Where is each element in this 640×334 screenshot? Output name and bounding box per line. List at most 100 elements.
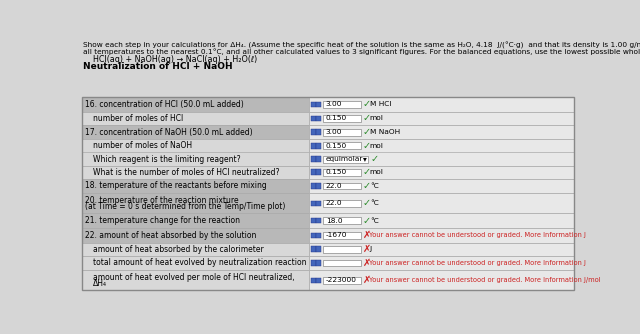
Text: equimolar: equimolar [326,156,363,162]
Bar [316,183,321,189]
Bar [323,246,360,253]
Text: ✓: ✓ [363,167,371,177]
Text: total amount of heat evolved by neutralization reaction: total amount of heat evolved by neutrali… [93,259,307,268]
Text: ✗: ✗ [363,244,371,254]
Bar [308,242,575,256]
Text: -1670: -1670 [326,232,347,238]
Text: number of moles of NaOH: number of moles of NaOH [93,142,192,150]
Bar [316,156,321,162]
Text: 0.150: 0.150 [326,115,347,121]
Text: (at Time = 0 s determined from the Temp/Time plot): (at Time = 0 s determined from the Temp/… [85,202,286,211]
Text: 3.00: 3.00 [326,129,342,135]
Bar [323,156,368,163]
Text: amount of heat evolved per mole of HCl neutralized,: amount of heat evolved per mole of HCl n… [93,273,295,282]
Text: ✓: ✓ [363,127,371,137]
Bar [311,169,316,175]
Bar [311,129,316,135]
Bar [83,213,308,228]
Text: ✓: ✓ [363,141,371,151]
Bar [323,115,360,122]
Bar [83,139,308,153]
Text: M NaOH: M NaOH [370,129,400,135]
Bar [83,256,308,270]
Text: 22. amount of heat absorbed by the solution: 22. amount of heat absorbed by the solut… [85,231,257,240]
Bar [311,218,316,223]
Bar [308,228,575,242]
Bar [323,101,360,108]
Bar [323,260,360,267]
Text: mol: mol [370,169,384,175]
Bar [311,116,316,121]
Bar [311,102,316,107]
Text: 22.0: 22.0 [326,200,342,206]
Bar [316,246,321,252]
Bar [311,156,316,162]
Bar [83,97,308,112]
Bar [308,213,575,228]
Text: -223000: -223000 [326,277,356,283]
Bar [83,270,308,290]
Bar [316,143,321,149]
Text: Show each step in your calculations for ΔH₄. (Assume the specific heat of the so: Show each step in your calculations for … [83,42,640,49]
Text: What is the number of moles of HCl neutralized?: What is the number of moles of HCl neutr… [93,168,280,177]
Bar [311,278,316,283]
Bar [316,169,321,175]
Bar [323,232,360,239]
Bar [323,169,360,176]
Bar [311,201,316,206]
Text: 18. temperature of the reactants before mixing: 18. temperature of the reactants before … [85,181,267,190]
Bar [308,256,575,270]
Bar [308,112,575,125]
Text: 20. temperature of the reaction mixture: 20. temperature of the reaction mixture [85,196,239,205]
Text: 17. concentration of NaOH (50.0 mL added): 17. concentration of NaOH (50.0 mL added… [85,128,253,137]
Text: 16. concentration of HCl (50.0 mL added): 16. concentration of HCl (50.0 mL added) [85,100,244,109]
Text: Which reagent is the limiting reagent?: Which reagent is the limiting reagent? [93,155,241,164]
Bar [308,153,575,166]
Bar [83,125,308,139]
Bar [316,116,321,121]
Text: J: J [369,246,371,252]
Text: Your answer cannot be understood or graded. More Information J: Your answer cannot be understood or grad… [369,260,586,266]
Bar [83,228,308,242]
Bar [83,179,308,193]
Text: ▾: ▾ [363,155,367,164]
Text: ΔH₄: ΔH₄ [93,279,107,288]
Bar [308,193,575,213]
Text: amount of heat absorbed by the calorimeter: amount of heat absorbed by the calorimet… [93,244,264,254]
Text: 3.00: 3.00 [326,102,342,107]
Bar [323,143,360,149]
Bar [311,183,316,189]
Bar [308,125,575,139]
Bar [83,242,308,256]
Text: mol: mol [370,115,384,121]
Bar [83,166,308,179]
Bar [323,129,360,136]
Text: ✓: ✓ [363,198,371,208]
Text: HCl(aq) + NaOH(aq) → NaCl(aq) + H₂O(ℓ): HCl(aq) + NaOH(aq) → NaCl(aq) + H₂O(ℓ) [83,55,257,64]
Bar [311,260,316,266]
Text: Your answer cannot be understood or graded. More Information J: Your answer cannot be understood or grad… [369,232,586,238]
Bar [323,217,360,224]
Text: ✗: ✗ [363,275,371,285]
Text: M HCl: M HCl [370,102,391,107]
Bar [316,278,321,283]
Bar [323,277,360,284]
Text: number of moles of HCl: number of moles of HCl [93,114,184,123]
Bar [308,139,575,153]
Bar [308,166,575,179]
Bar [83,153,308,166]
Text: ✓: ✓ [363,181,371,191]
Bar [308,270,575,290]
Bar [311,246,316,252]
Bar [316,232,321,238]
Text: °C: °C [370,218,379,224]
Text: ✗: ✗ [363,258,371,268]
Bar [323,200,360,207]
Text: ✓: ✓ [363,100,371,109]
Bar [308,179,575,193]
Bar [316,129,321,135]
Bar [316,260,321,266]
Bar [83,112,308,125]
Bar [323,182,360,189]
Bar [311,143,316,149]
